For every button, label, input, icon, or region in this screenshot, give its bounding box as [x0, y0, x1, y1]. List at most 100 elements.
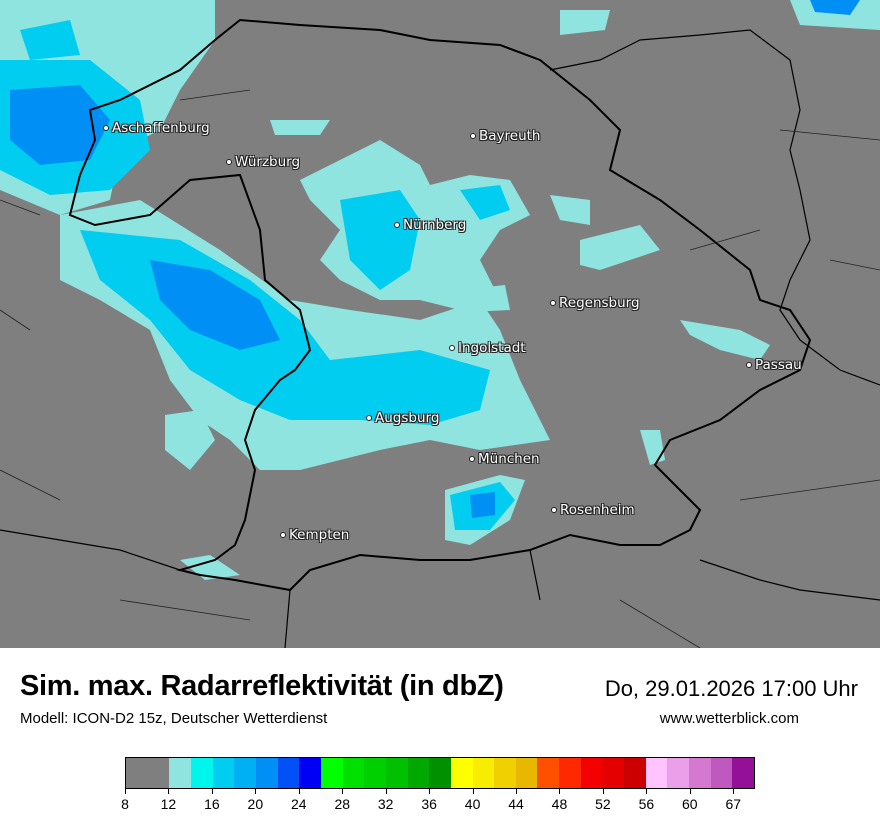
legend-swatch	[450, 758, 473, 788]
legend-tick-label: 24	[290, 796, 307, 812]
legend-swatch	[689, 758, 711, 788]
radar-map: Aschaffenburg Würzburg Bayreuth Nürnberg Reg…	[0, 0, 880, 648]
legend-tick-label: 52	[595, 796, 611, 812]
legend-swatch	[429, 758, 451, 788]
legend-swatch	[277, 758, 300, 788]
city-marker: Würzburg	[226, 154, 300, 170]
city-label: Aschaffenburg	[112, 120, 210, 136]
legend-tick	[298, 789, 300, 794]
city-dot-icon	[470, 133, 476, 139]
chart-title: Sim. max. Radarreflektivität (in dbZ)	[20, 670, 504, 702]
city-dot-icon	[551, 507, 557, 513]
legend-tick	[472, 789, 474, 794]
legend-tick-label: 44	[508, 796, 524, 812]
legend-swatch	[667, 758, 690, 788]
legend-swatch	[537, 758, 560, 788]
city-dot-icon	[103, 125, 109, 131]
legend-swatch	[320, 758, 343, 788]
forecast-datetime: Do, 29.01.2026 17:00 Uhr	[604, 676, 858, 701]
legend-tick	[733, 789, 735, 794]
legend-tick	[342, 789, 344, 794]
legend-swatch	[385, 758, 408, 788]
legend-tick-label: 40	[464, 796, 481, 812]
city-marker: Rosenheim	[551, 502, 635, 518]
city-dot-icon	[746, 362, 752, 368]
city-dot-icon	[366, 415, 372, 421]
city-marker: München	[469, 451, 540, 467]
color-legend-ticks: 8 12 16 20 24 28 32 36 40 44 48 52 56 60 67	[121, 789, 755, 819]
legend-tick	[429, 789, 431, 794]
color-legend-bar	[125, 757, 755, 789]
city-label: Bayreuth	[479, 128, 541, 144]
city-dot-icon	[280, 532, 286, 538]
legend-tick-label: 28	[334, 796, 351, 812]
legend-swatch	[645, 758, 668, 788]
legend-tick-label: 36	[421, 796, 437, 812]
city-label: Ingolstadt	[458, 340, 526, 356]
city-marker: Passau	[746, 357, 802, 373]
legend-swatch	[299, 758, 321, 788]
legend-tick	[168, 789, 170, 794]
city-marker: Nürnberg	[394, 217, 466, 233]
city-marker: Ingolstadt	[449, 340, 526, 356]
city-label: München	[478, 451, 540, 467]
precipitation-layer	[0, 0, 880, 648]
legend-tick-label: 32	[377, 796, 394, 812]
legend-swatch	[234, 758, 256, 788]
city-dot-icon	[550, 300, 556, 306]
city-label: Augsburg	[375, 410, 440, 426]
city-dot-icon	[394, 222, 400, 228]
legend-tick-label: 56	[638, 796, 655, 812]
legend-swatch	[515, 758, 538, 788]
legend-swatch	[212, 758, 235, 788]
city-marker: Augsburg	[366, 410, 439, 426]
legend-tick-label: 8	[121, 796, 129, 812]
legend-tick	[689, 789, 691, 794]
legend-swatch	[472, 758, 495, 788]
city-label: Würzburg	[235, 154, 301, 170]
city-dot-icon	[449, 345, 455, 351]
legend-tick	[125, 789, 126, 794]
legend-swatch	[342, 758, 365, 788]
legend-swatch	[169, 758, 191, 788]
legend-tick-label: 60	[682, 796, 698, 812]
legend-swatch	[255, 758, 278, 788]
legend-swatch	[732, 758, 755, 788]
legend-tick	[385, 789, 387, 794]
legend-tick	[646, 789, 648, 794]
heavier-precip-areas	[10, 0, 860, 518]
legend-tick	[559, 789, 561, 794]
legend-swatch	[407, 758, 430, 788]
legend-tick-label: 67	[725, 796, 742, 812]
city-marker: Aschaffenburg	[103, 120, 210, 136]
legend-swatch	[710, 758, 733, 788]
legend-swatch	[494, 758, 516, 788]
city-label: Nürnberg	[403, 217, 467, 233]
legend-tick-label: 12	[160, 796, 177, 812]
legend-swatch	[624, 758, 646, 788]
city-label: Passau	[755, 357, 802, 373]
model-source: Modell: ICON-D2 15z, Deutscher Wetterdie…	[20, 710, 328, 727]
legend-swatch	[364, 758, 386, 788]
legend-swatch	[559, 758, 581, 788]
legend-tick-label: 16	[204, 796, 220, 812]
border-lines	[0, 18, 880, 648]
legend-tick	[255, 789, 257, 794]
legend-tick-label: 48	[551, 796, 568, 812]
legend-swatch	[126, 758, 170, 788]
legend-tick	[602, 789, 604, 794]
city-dot-icon	[226, 159, 232, 165]
website-link[interactable]: www.wetterblick.com	[659, 710, 799, 727]
legend-swatch	[580, 758, 603, 788]
legend-tick-label: 20	[247, 796, 264, 812]
legend-tick	[211, 789, 213, 794]
city-marker: Regensburg	[550, 295, 640, 311]
city-label: Rosenheim	[560, 502, 635, 518]
legend-swatch	[190, 758, 213, 788]
legend-tick	[516, 789, 518, 794]
city-label: Regensburg	[559, 295, 640, 311]
city-dot-icon	[469, 456, 475, 462]
city-label: Kempten	[289, 527, 350, 543]
city-marker: Kempten	[280, 527, 349, 543]
legend-swatch	[602, 758, 625, 788]
